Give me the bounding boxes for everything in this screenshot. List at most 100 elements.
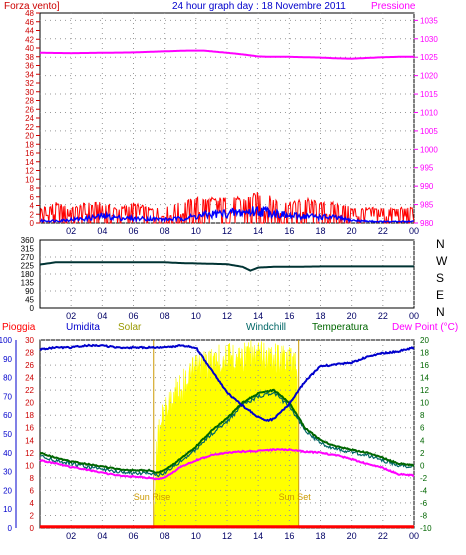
pressure-series-line <box>40 49 414 60</box>
wind-y-tick-label: 26 <box>25 105 34 114</box>
x-tick-label: 14 <box>253 531 263 541</box>
direction-y-tick-label: 90 <box>25 287 34 296</box>
sunrise-label: Sun Rise <box>134 492 171 502</box>
wind-y-tick-label: 10 <box>25 175 34 184</box>
x-tick-label: 22 <box>378 531 388 541</box>
dewpoint-y-tick-label: 10 <box>420 399 429 408</box>
humidity-y-tick-label: 100 <box>0 336 13 345</box>
pressure-y-tick-label: 985 <box>420 201 434 210</box>
wind-y-tick-label: 14 <box>25 158 34 167</box>
wind-y-tick-label: 16 <box>25 149 34 158</box>
dewpoint-y-tick-label: 12 <box>420 386 429 395</box>
dewpoint-y-tick-label: 18 <box>420 349 429 358</box>
humidity-y-tick-label: 30 <box>3 468 12 477</box>
rain-y-tick-label: 14 <box>25 436 34 445</box>
pressure-y-tick-label: 990 <box>420 182 434 191</box>
pressure-y-tick-label: 1015 <box>420 90 438 99</box>
x-tick-label: 14 <box>253 311 263 321</box>
wind-y-tick-label: 12 <box>25 167 34 176</box>
windchill-label: Windchill <box>246 322 286 333</box>
rain-y-tick-label: 28 <box>25 349 34 358</box>
x-tick-label: 20 <box>347 311 357 321</box>
wind-y-tick-label: 2 <box>30 210 35 219</box>
pressure-y-tick-label: 1025 <box>420 53 438 62</box>
dewpoint-y-tick-label: 2 <box>420 449 425 458</box>
wind-y-tick-label: 38 <box>25 53 34 62</box>
x-tick-label: 08 <box>160 226 170 236</box>
humidity-y-tick-label: 70 <box>3 392 12 401</box>
x-tick-label: 12 <box>222 311 232 321</box>
wind-y-tick-label: 44 <box>25 27 34 36</box>
wind-y-tick-label: 28 <box>25 97 34 106</box>
x-tick-label: 12 <box>222 531 232 541</box>
humidity-y-tick-label: 40 <box>3 449 12 458</box>
x-tick-label: 06 <box>128 311 138 321</box>
x-tick-label: 00 <box>409 226 419 236</box>
wind-y-tick-label: 40 <box>25 44 34 53</box>
x-tick-label: 18 <box>315 531 325 541</box>
x-tick-label: 16 <box>284 226 294 236</box>
solar-label: Solar <box>118 322 142 333</box>
humidity-y-tick-label: 0 <box>8 524 13 533</box>
rain-y-tick-label: 26 <box>25 361 34 370</box>
direction-y-tick-label: 0 <box>30 304 35 313</box>
compass-label: E <box>436 288 444 302</box>
wind-y-tick-label: 8 <box>30 184 35 193</box>
humidity-axis-title: Umidita <box>66 322 100 333</box>
x-tick-label: 22 <box>378 311 388 321</box>
wind-y-tick-label: 20 <box>25 132 34 141</box>
wind-y-tick-label: 24 <box>25 114 34 123</box>
x-tick-label: 08 <box>160 531 170 541</box>
wind-direction-series-line <box>39 261 414 272</box>
humidity-y-tick-label: 10 <box>3 505 12 514</box>
humidity-y-tick-label: 50 <box>3 430 12 439</box>
x-tick-label: 16 <box>284 531 294 541</box>
x-tick-label: 10 <box>191 531 201 541</box>
dewpoint-axis-title: Dew Point (°C) <box>392 322 458 333</box>
compass-label: W <box>436 254 448 268</box>
compass-label: N <box>436 237 445 251</box>
dewpoint-series-line <box>39 447 415 481</box>
temperature-series-line <box>39 388 415 474</box>
wind-y-tick-label: 48 <box>25 9 34 18</box>
rain-y-tick-label: 8 <box>30 474 35 483</box>
wind-y-tick-label: 4 <box>30 202 35 211</box>
x-tick-label: 14 <box>253 226 263 236</box>
temperature-label: Temperatura <box>312 322 369 333</box>
pressure-y-tick-label: 1010 <box>420 108 438 117</box>
direction-y-tick-label: 360 <box>21 236 35 245</box>
solar-area <box>153 340 299 529</box>
dewpoint-y-tick-label: 4 <box>420 436 425 445</box>
direction-y-tick-label: 315 <box>21 245 35 254</box>
pressure-y-tick-label: 1020 <box>420 72 438 81</box>
dewpoint-y-tick-label: -4 <box>420 486 428 495</box>
dewpoint-y-tick-label: 8 <box>420 411 425 420</box>
wind-y-tick-label: 6 <box>30 193 35 202</box>
x-tick-label: 08 <box>160 311 170 321</box>
graph-title: 24 hour graph day : 18 Novembre 2011 <box>172 1 346 12</box>
pressure-y-tick-label: 1035 <box>420 16 438 25</box>
x-tick-label: 04 <box>97 226 107 236</box>
wind-y-tick-label: 32 <box>25 79 34 88</box>
x-tick-label: 18 <box>315 311 325 321</box>
x-tick-label: 02 <box>66 531 76 541</box>
x-tick-label: 10 <box>191 226 201 236</box>
humidity-y-tick-label: 60 <box>3 411 12 420</box>
x-tick-label: 02 <box>66 226 76 236</box>
pressure-y-tick-label: 1030 <box>420 35 438 44</box>
wind-direction-plot: 02 04 06 08 10 12 14 16 18 20 22 000459013518022527… <box>21 236 448 321</box>
humidity-series-line <box>39 343 415 423</box>
wind-y-tick-label: 18 <box>25 140 34 149</box>
x-tick-label: 04 <box>97 311 107 321</box>
direction-y-tick-label: 45 <box>25 296 34 305</box>
wind-pressure-plot: 02 04 06 08 10 12 14 16 18 20 22 000246810121416182… <box>25 9 438 236</box>
x-tick-label: 06 <box>128 531 138 541</box>
dewpoint-y-tick-label: 6 <box>420 424 425 433</box>
direction-y-tick-label: 270 <box>21 253 35 262</box>
rain-y-tick-label: 18 <box>25 411 34 420</box>
rain-y-tick-label: 4 <box>30 499 35 508</box>
sunset-label: Sun Set <box>279 492 312 502</box>
humidity-y-tick-label: 20 <box>3 486 12 495</box>
dewpoint-y-tick-label: 14 <box>420 374 429 383</box>
x-tick-label: 06 <box>128 226 138 236</box>
